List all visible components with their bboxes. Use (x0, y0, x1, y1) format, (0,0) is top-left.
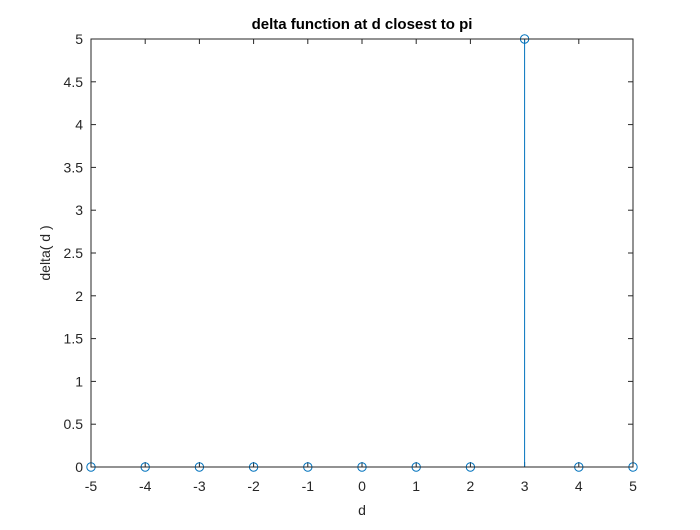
x-tick-label: 4 (575, 478, 583, 494)
y-axis-label: delta( d ) (37, 225, 53, 280)
y-tick-label: 5 (75, 31, 83, 47)
plot-area (91, 39, 633, 467)
axes-box (90, 38, 634, 468)
y-axis-ticks: 0 0.5 1 1.5 2 2.5 3 3.5 4 4.5 5 (64, 31, 633, 475)
x-tick-label: -3 (193, 478, 206, 494)
x-tick-label: -1 (302, 478, 315, 494)
x-tick-label: -2 (247, 478, 260, 494)
x-axis-ticks: -5 -4 -3 -2 -1 0 1 2 3 4 5 (85, 39, 637, 494)
x-tick-label: 3 (521, 478, 529, 494)
y-tick-label: 4 (75, 117, 83, 133)
y-tick-label: 0 (75, 459, 83, 475)
x-tick-label: 1 (412, 478, 420, 494)
x-tick-label: -4 (139, 478, 152, 494)
x-axis-label: d (358, 502, 366, 518)
chart-title: delta function at d closest to pi (252, 16, 473, 33)
x-tick-label: 5 (629, 478, 637, 494)
y-tick-label: 3.5 (64, 159, 84, 175)
y-tick-label: 2 (75, 288, 83, 304)
y-tick-label: 4.5 (64, 74, 84, 90)
y-tick-label: 0.5 (64, 416, 84, 432)
x-tick-label: 0 (358, 478, 366, 494)
y-tick-label: 3 (75, 202, 83, 218)
x-tick-label: -5 (85, 478, 98, 494)
x-tick-label: 2 (467, 478, 475, 494)
y-tick-label: 1.5 (64, 331, 84, 347)
y-tick-label: 1 (75, 373, 83, 389)
y-tick-label: 2.5 (64, 245, 84, 261)
